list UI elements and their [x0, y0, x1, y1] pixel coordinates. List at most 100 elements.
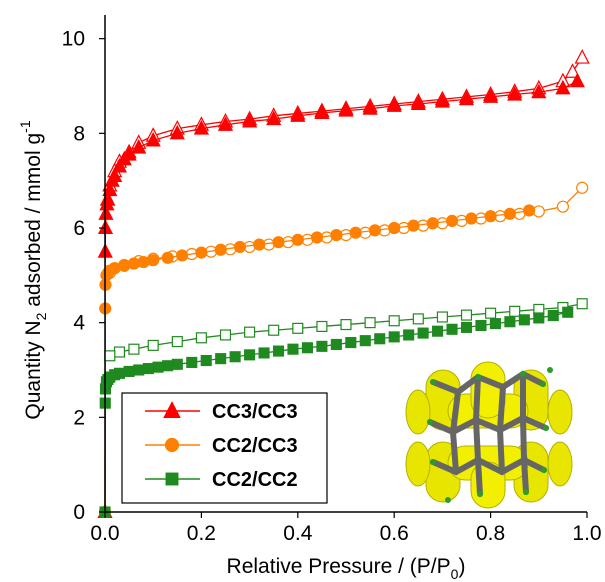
data-point: [195, 246, 208, 259]
legend-entry: CC2/CC2: [145, 469, 298, 491]
y-tick-label: 8: [73, 122, 85, 145]
data-point: [107, 167, 123, 182]
cage-atoms: [427, 367, 553, 503]
data-point: [244, 349, 256, 361]
y-tick-label: 0: [73, 501, 85, 524]
data-point: [242, 112, 258, 128]
data-point: [171, 336, 183, 348]
data-point: [268, 324, 280, 336]
data-point: [176, 249, 189, 262]
data-point: [446, 323, 458, 335]
legend-label: CC3/CC3: [212, 401, 298, 423]
x-tick-label: 0.2: [187, 522, 216, 545]
data-point: [217, 116, 234, 131]
data-point: [214, 243, 227, 256]
y-tick-label: 10: [62, 28, 85, 51]
data-point: [128, 343, 140, 355]
data-point: [316, 320, 328, 333]
data-point: [290, 107, 306, 122]
data-point: [475, 319, 487, 332]
data-point: [145, 131, 161, 147]
data-point: [523, 204, 536, 217]
data-point: [489, 318, 501, 330]
data-point: [142, 363, 154, 375]
data-point: [111, 157, 128, 173]
data-point: [458, 90, 475, 106]
data-point: [564, 63, 581, 78]
data-point: [368, 224, 382, 237]
data-point: [507, 85, 523, 101]
data-point: [555, 79, 571, 95]
ticks-layer: 0.0 0.2 0.4 0.6 0.8 1.0 0 2 4 6 8 10: [62, 28, 602, 545]
data-point: [113, 367, 126, 379]
series-layer: [97, 49, 590, 519]
data-point: [576, 181, 589, 194]
data-point: [287, 343, 299, 355]
data-point: [292, 322, 304, 334]
data-point: [388, 315, 400, 327]
data-point: [483, 88, 499, 103]
data-point: [310, 231, 324, 244]
data-point: [330, 338, 342, 350]
data-point: [509, 305, 521, 317]
legend: CC3/CC3 CC2/CC3 CC2/CC2: [121, 392, 328, 504]
data-point: [484, 210, 497, 223]
legend-label: CC2/CC2: [212, 469, 298, 491]
data-point: [432, 325, 444, 337]
data-point: [417, 327, 429, 339]
data-point: [412, 313, 424, 325]
data-point: [518, 314, 530, 326]
x-tick-label: 0.6: [380, 522, 409, 545]
data-point: [169, 124, 185, 140]
data-point: [229, 351, 241, 363]
data-point: [244, 326, 256, 338]
data-point: [147, 339, 159, 351]
legend-entries: CC3/CC3 CC2/CC3 CC2/CC2: [145, 401, 298, 491]
data-point: [388, 221, 401, 235]
cage-structure-image: [405, 361, 573, 509]
y-tick-label: 6: [73, 217, 85, 240]
legend-entry: CC2/CC3: [145, 435, 298, 457]
data-point: [314, 104, 330, 120]
legend-marker: [163, 401, 181, 419]
series-CC3/CC3-adsorption: [97, 72, 585, 519]
x-tick-label: 1.0: [572, 522, 601, 545]
cage-framework: [427, 370, 549, 497]
x-tick-label: 0.4: [283, 522, 313, 545]
data-point: [272, 236, 285, 249]
legend-entry: CC3/CC3: [145, 401, 298, 423]
data-point: [272, 345, 285, 357]
data-point: [403, 329, 415, 341]
data-point: [104, 350, 116, 362]
data-point: [345, 336, 357, 349]
data-point: [152, 361, 164, 373]
data-point: [291, 233, 304, 246]
data-point: [200, 354, 212, 367]
data-point: [374, 333, 386, 345]
series-line: [109, 303, 583, 357]
data-point: [133, 364, 145, 376]
data-point: [215, 353, 227, 365]
data-point: [562, 306, 574, 318]
data-point: [266, 110, 282, 126]
data-point: [485, 307, 497, 319]
data-point: [445, 214, 459, 227]
x-tick-label: 0.8: [476, 522, 505, 545]
series-CC2/CC3-desorption: [103, 181, 589, 280]
y-axis-label: Quantity N2 adsorbed / mmol g-1: [17, 120, 49, 419]
data-point: [556, 200, 570, 213]
data-point: [121, 146, 137, 161]
data-point: [503, 207, 516, 220]
data-point: [301, 342, 313, 354]
axes-layer: [104, 15, 587, 513]
data-point: [316, 340, 328, 352]
data-point: [531, 83, 547, 99]
y-tick-label: 4: [73, 312, 85, 335]
data-point: [410, 95, 426, 111]
data-point: [98, 205, 114, 220]
x-axis-label: Relative Pressure / (P/P0): [227, 555, 466, 582]
series-CC2/CC2-desorption: [104, 298, 588, 362]
data-point: [253, 238, 266, 251]
data-point: [330, 229, 343, 242]
